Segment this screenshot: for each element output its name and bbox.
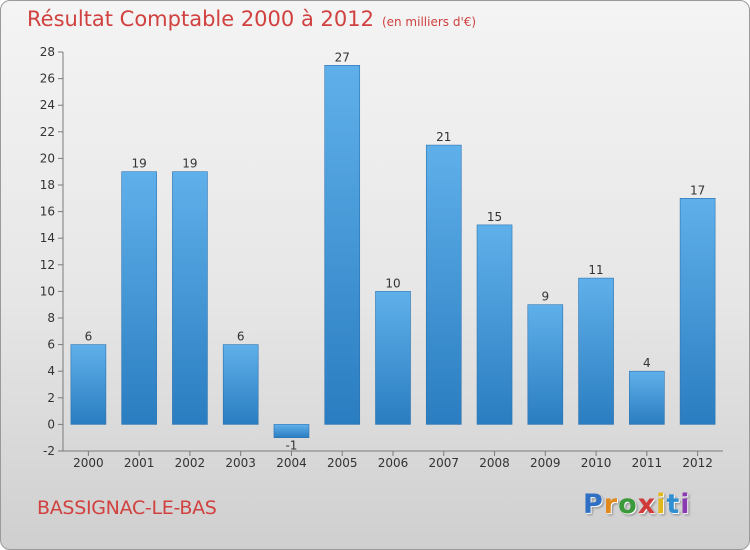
chart-title: Résultat Comptable 2000 à 2012 (en millie… [27, 7, 476, 31]
x-tick-label: 2000 [73, 456, 104, 470]
y-tick-label: 22 [40, 125, 55, 139]
logo-letter: r [603, 489, 619, 520]
y-tick-label: 14 [40, 231, 55, 245]
y-tick-label: 0 [47, 417, 55, 431]
logo-letter: t [666, 489, 681, 520]
y-tick-label: 6 [47, 338, 55, 352]
y-tick-label: 20 [40, 151, 55, 165]
data-label: 27 [335, 50, 350, 64]
bars [70, 65, 716, 438]
data-label: 10 [385, 276, 400, 290]
data-label: 17 [690, 183, 705, 197]
x-tick-label: 2008 [479, 456, 510, 470]
bar [121, 171, 157, 425]
data-label: -1 [285, 439, 297, 453]
data-label: 19 [182, 157, 197, 171]
bar [578, 277, 614, 425]
data-label: 4 [643, 356, 651, 370]
y-tick-label: 10 [40, 284, 55, 298]
bar [273, 424, 310, 438]
data-label: 9 [541, 290, 549, 304]
x-tick-label: 2003 [225, 456, 256, 470]
data-label: 19 [132, 157, 147, 171]
x-tick-label: 2006 [378, 456, 409, 470]
x-tick-label: 2012 [682, 456, 713, 470]
bar [679, 198, 716, 425]
bar [222, 344, 259, 425]
y-tick-label: 28 [40, 45, 55, 59]
x-tick-label: 2007 [428, 456, 459, 470]
logo-letter: i [680, 489, 691, 520]
y-tick-label: 12 [40, 258, 55, 272]
data-label: 15 [487, 210, 502, 224]
y-tick-label: 24 [40, 98, 55, 112]
logo-letter: o [618, 489, 638, 520]
data-label: 6 [237, 330, 245, 344]
x-tick-label: 2004 [276, 456, 307, 470]
y-tick-label: -2 [43, 444, 55, 458]
logo-letter: x [637, 489, 657, 520]
x-tick-label: 2010 [581, 456, 612, 470]
data-label: 21 [436, 130, 451, 144]
x-tick-label: 2001 [124, 456, 155, 470]
bar [70, 344, 107, 425]
x-tick-label: 2009 [530, 456, 561, 470]
bar [425, 144, 462, 425]
logo-letter: P [583, 489, 604, 520]
x-tick-label: 2005 [327, 456, 358, 470]
bar [527, 304, 564, 425]
x-tick-label: 2011 [632, 456, 663, 470]
bar [375, 291, 411, 425]
chart-title-text: Résultat Comptable 2000 à 2012 [27, 7, 374, 31]
data-label: 6 [85, 330, 93, 344]
y-tick-label: 2 [47, 391, 55, 405]
y-tick-label: 26 [40, 72, 55, 86]
chart-subtitle: (en milliers d'€) [381, 15, 477, 29]
logo-letter: i [656, 489, 667, 520]
x-tick-label: 2002 [175, 456, 206, 470]
proxiti-logo: Proxiti [583, 489, 691, 520]
commune-name: BASSIGNAC-LE-BAS [37, 497, 217, 519]
bar [324, 65, 361, 425]
y-tick-label: 18 [40, 178, 55, 192]
y-tick-label: 4 [47, 364, 55, 378]
data-labels: 6 19 19 6 -1 27 10 21 15 9 11 4 17 [85, 50, 706, 452]
y-tick-label: 8 [47, 311, 55, 325]
bar [476, 224, 513, 425]
bar [172, 171, 208, 425]
bar [629, 370, 665, 425]
data-label: 11 [588, 263, 603, 277]
y-tick-label: 16 [40, 205, 55, 219]
